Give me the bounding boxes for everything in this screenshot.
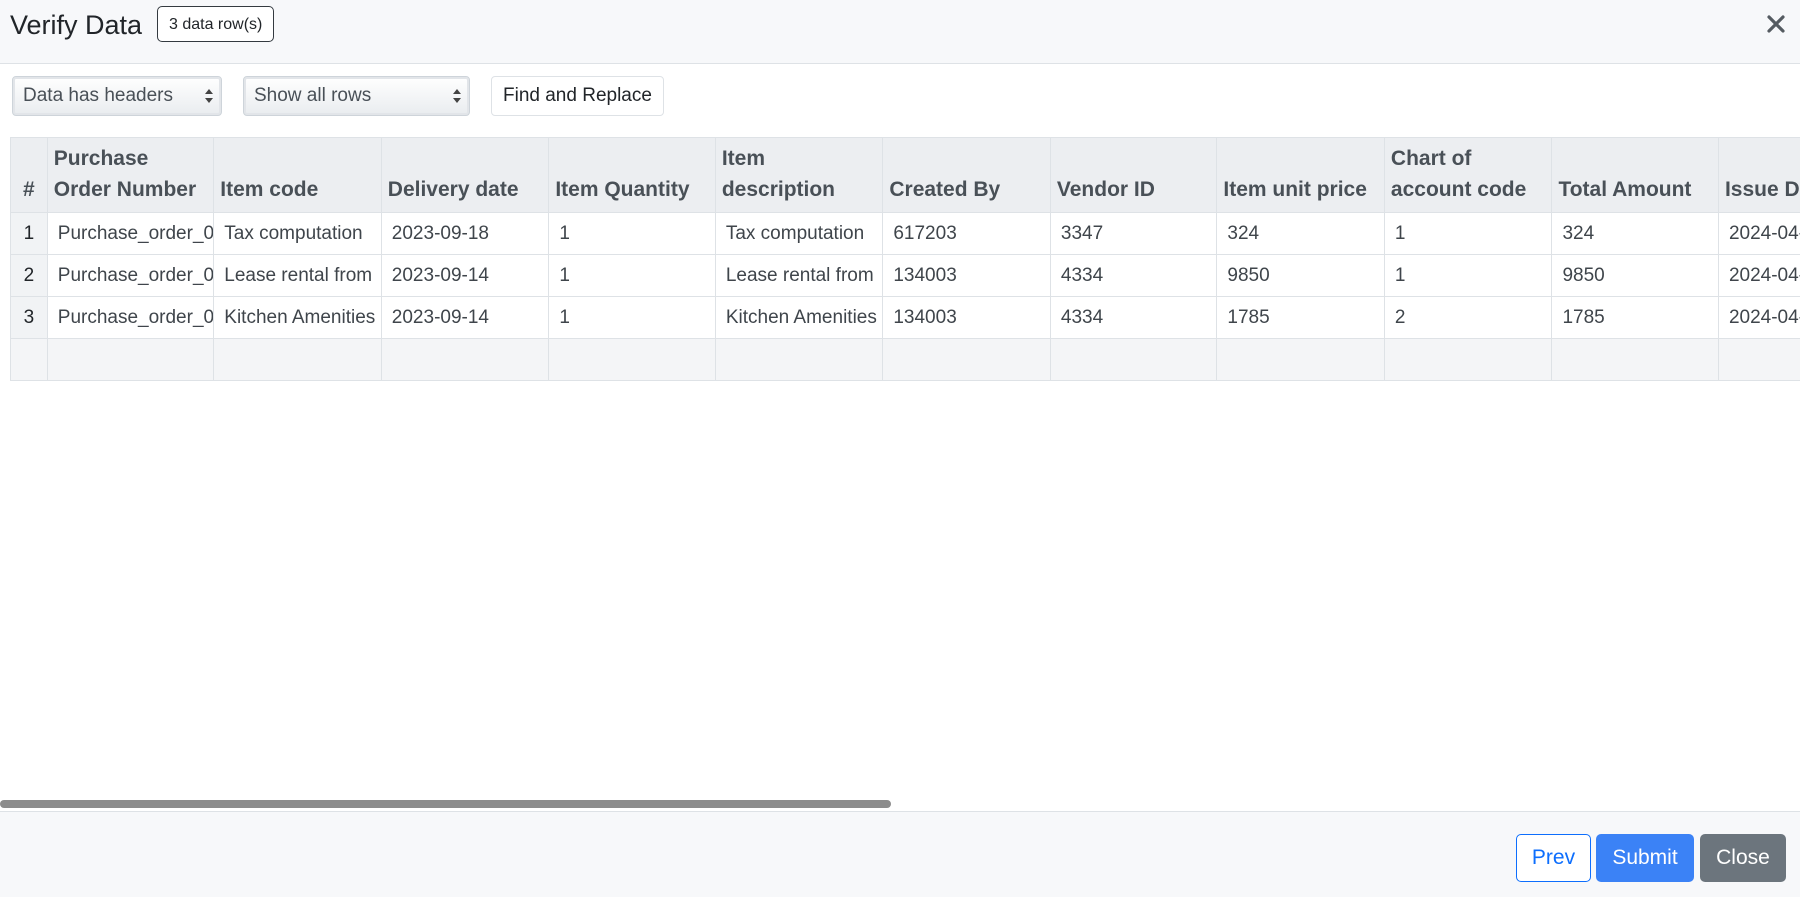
table-cell[interactable]: 3347 [1049, 212, 1218, 255]
select-arrows-icon [205, 89, 213, 103]
table-body: 1 Purchase_order_0 Tax computation 2023-09-… [10, 212, 1800, 381]
prev-button[interactable]: Prev [1516, 834, 1591, 882]
modal-footer: Prev Submit Close [0, 811, 1800, 897]
table-row: 2 Purchase_order_0 Lease rental from 2023-0… [10, 254, 1800, 297]
find-and-replace-button[interactable]: Find and Replace [491, 76, 664, 116]
modal-header: Verify Data 3 data row(s) [0, 0, 1800, 64]
column-header: Total Amount [1551, 137, 1719, 213]
column-header: Item description [714, 137, 884, 213]
table-cell[interactable]: 2024-04-01 [1717, 212, 1800, 255]
table-cell[interactable] [1049, 338, 1218, 381]
column-header: Chart of account code [1383, 137, 1553, 213]
column-header: Item unit price [1216, 137, 1385, 213]
table-cell[interactable]: 134003 [882, 296, 1051, 339]
row-index-cell: 3 [10, 296, 48, 339]
table-cell[interactable] [548, 338, 716, 381]
column-header: Item code [213, 137, 382, 213]
table-cell[interactable]: 9850 [1216, 254, 1385, 297]
table-cell[interactable]: 324 [1551, 212, 1719, 255]
table-cell[interactable]: 4334 [1049, 254, 1218, 297]
table-row: 1 Purchase_order_0 Tax computation 2023-09-… [10, 212, 1800, 255]
show-rows-select[interactable]: Show all rows [243, 76, 470, 116]
column-header: Issue Date [1717, 137, 1800, 213]
data-has-headers-select-value: Data has headers [23, 85, 173, 106]
table-cell[interactable]: Tax computation [213, 212, 382, 255]
show-rows-select-value: Show all rows [254, 85, 372, 106]
row-index-cell: 1 [10, 212, 48, 255]
table-cell[interactable] [1551, 338, 1719, 381]
select-arrows-icon [453, 89, 461, 103]
table-cell[interactable]: 2023-09-18 [380, 212, 550, 255]
table-cell[interactable]: Kitchen Amenities [213, 296, 382, 339]
table-cell[interactable]: 2023-09-14 [380, 296, 550, 339]
table-cell[interactable]: 324 [1216, 212, 1385, 255]
data-table: # Purchase Order Number Item code Delivery … [10, 137, 1800, 381]
table-header-row: # Purchase Order Number Item code Delivery … [10, 137, 1800, 213]
table-cell[interactable]: 617203 [882, 212, 1051, 255]
table-cell[interactable]: Purchase_order_0 [46, 254, 215, 297]
horizontal-scrollbar-thumb[interactable] [0, 800, 891, 808]
table-cell[interactable]: 2 [1383, 296, 1553, 339]
toolbar: Data has headers Show all rows Find and … [0, 64, 1800, 134]
table-cell[interactable]: 1 [1383, 212, 1553, 255]
table-cell[interactable]: 2023-09-14 [380, 254, 550, 297]
table-cell[interactable]: 134003 [882, 254, 1051, 297]
row-count-badge: 3 data row(s) [157, 6, 275, 42]
row-index-cell: 2 [10, 254, 48, 297]
horizontal-scrollbar[interactable] [0, 799, 1800, 809]
table-cell[interactable]: 1 [548, 254, 716, 297]
column-header: Delivery date [380, 137, 550, 213]
table-cell[interactable] [46, 338, 215, 381]
table-cell[interactable]: Purchase_order_0 [46, 212, 215, 255]
table-cell[interactable]: 1785 [1551, 296, 1719, 339]
column-header: Purchase Order Number [46, 137, 215, 213]
table-cell[interactable]: 4334 [1049, 296, 1218, 339]
column-header: Vendor ID [1049, 137, 1218, 213]
data-table-container[interactable]: # Purchase Order Number Item code Delivery … [10, 137, 1800, 803]
table-cell[interactable]: Tax computation [714, 212, 884, 255]
close-x-icon[interactable] [1764, 12, 1788, 36]
table-cell[interactable]: Lease rental from [714, 254, 884, 297]
table-cell[interactable]: 1 [1383, 254, 1553, 297]
modal-title: Verify Data [10, 10, 143, 40]
table-cell[interactable] [1717, 338, 1800, 381]
table-cell[interactable] [213, 338, 382, 381]
close-x-glyph [1767, 15, 1785, 33]
table-cell[interactable]: 1 [548, 296, 716, 339]
table-cell[interactable]: Kitchen Amenities [714, 296, 884, 339]
column-header: Item Quantity [548, 137, 716, 213]
table-cell[interactable]: Lease rental from [213, 254, 382, 297]
table-cell[interactable] [714, 338, 884, 381]
table-cell[interactable] [882, 338, 1051, 381]
table-row: 3 Purchase_order_0 Kitchen Amenities 2023-0… [10, 296, 1800, 339]
table-cell[interactable]: 1785 [1216, 296, 1385, 339]
table-cell[interactable]: Purchase_order_0 [46, 296, 215, 339]
column-header: Created By [882, 137, 1051, 213]
table-cell[interactable]: 2024-04-01 [1717, 296, 1800, 339]
table-row [10, 338, 1800, 381]
column-header: # [10, 137, 48, 213]
data-has-headers-select[interactable]: Data has headers [12, 76, 222, 116]
row-index-cell [10, 338, 48, 381]
table-cell[interactable]: 2024-04-01 [1717, 254, 1800, 297]
table-cell[interactable] [1383, 338, 1553, 381]
table-cell[interactable] [380, 338, 550, 381]
table-cell[interactable] [1216, 338, 1385, 381]
table-cell[interactable]: 1 [548, 212, 716, 255]
close-button[interactable]: Close [1700, 834, 1786, 882]
table-cell[interactable]: 9850 [1551, 254, 1719, 297]
submit-button[interactable]: Submit [1596, 834, 1694, 882]
